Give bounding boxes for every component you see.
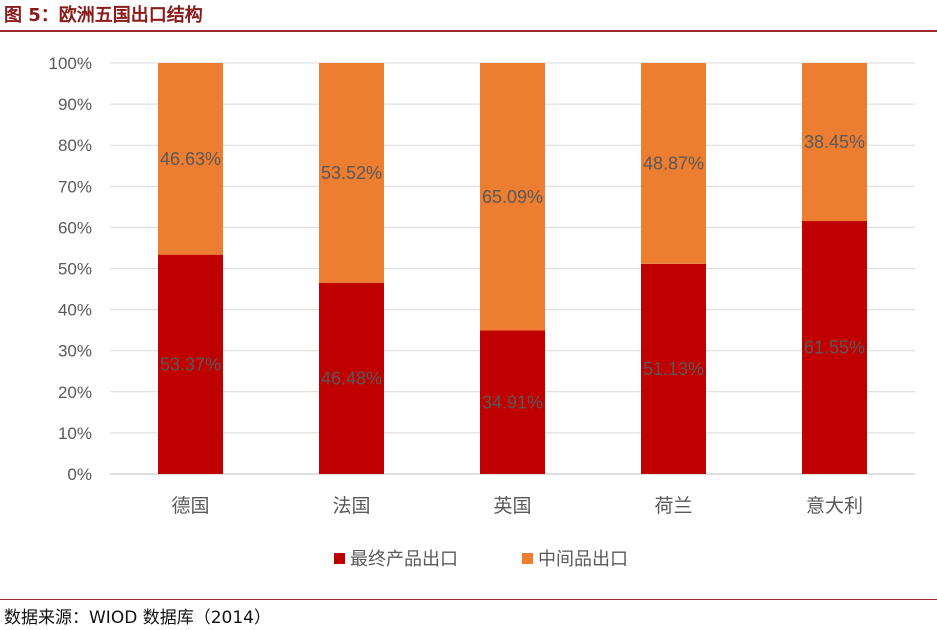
data-label: 53.52% (321, 163, 382, 183)
bar-intermediate-segment (319, 63, 384, 283)
bar-intermediate-segment (158, 63, 223, 255)
bar-final-segment (641, 263, 706, 474)
legend-label: 中间品出口 (538, 549, 628, 570)
legend-swatch-final (334, 553, 345, 564)
bar-intermediate-segment (802, 63, 867, 222)
y-tick-label: 80% (58, 136, 92, 155)
bar-intermediate-segment (641, 63, 706, 264)
data-label: 65.09% (482, 187, 543, 207)
y-tick-label: 100% (49, 54, 92, 73)
y-axis-ticks: 0% 10% 20% 30% 40% 50% 60% 70% 80% 90% 100% (49, 54, 92, 484)
bar-final-segment (319, 282, 384, 474)
y-tick-label: 10% (58, 424, 92, 443)
y-tick-label: 30% (58, 342, 92, 361)
data-label: 34.91% (482, 392, 543, 412)
category-label: 法国 (332, 495, 370, 517)
data-label: 61.55% (804, 338, 865, 358)
bar-intermediate-segment (480, 63, 545, 331)
source-note: 数据来源：WIOD 数据库（2014） (4, 608, 271, 628)
y-tick-label: 20% (58, 383, 92, 402)
data-label: 46.48% (321, 368, 382, 388)
y-tick-label: 50% (58, 260, 92, 279)
data-label: 48.87% (643, 153, 704, 173)
source-divider (0, 599, 937, 600)
figure-title: 图 5：欧洲五国出口结构 (4, 5, 203, 26)
legend-swatch-intermediate (522, 553, 533, 564)
y-tick-label: 90% (58, 95, 92, 114)
bars (158, 63, 867, 474)
y-tick-label: 0% (67, 465, 92, 484)
category-label: 德国 (171, 495, 209, 517)
category-label: 英国 (493, 495, 531, 517)
data-label: 53.37% (160, 354, 221, 374)
x-axis-categories: 德国 法国 英国 荷兰 意大利 (171, 495, 863, 517)
data-label: 46.63% (160, 149, 221, 169)
category-label: 荷兰 (654, 495, 692, 517)
bar-final-segment (802, 221, 867, 474)
y-tick-label: 60% (58, 218, 92, 237)
legend-label: 最终产品出口 (350, 549, 458, 570)
category-label: 意大利 (806, 495, 863, 517)
legend: 最终产品出口 中间品出口 (334, 549, 628, 570)
title-divider (0, 30, 937, 32)
stacked-bar-chart: 0% 10% 20% 30% 40% 50% 60% 70% 80% 90% 100% 53.37%… (49, 54, 915, 570)
y-tick-label: 40% (58, 301, 92, 320)
data-labels: 53.37% 46.63% 46.48% 53.52% 34.91% 65.09% 51.1… (160, 132, 865, 412)
data-label: 38.45% (804, 132, 865, 152)
data-label: 51.13% (643, 359, 704, 379)
bar-final-segment (158, 254, 223, 474)
y-tick-label: 70% (58, 177, 92, 196)
bar-final-segment (480, 330, 545, 474)
